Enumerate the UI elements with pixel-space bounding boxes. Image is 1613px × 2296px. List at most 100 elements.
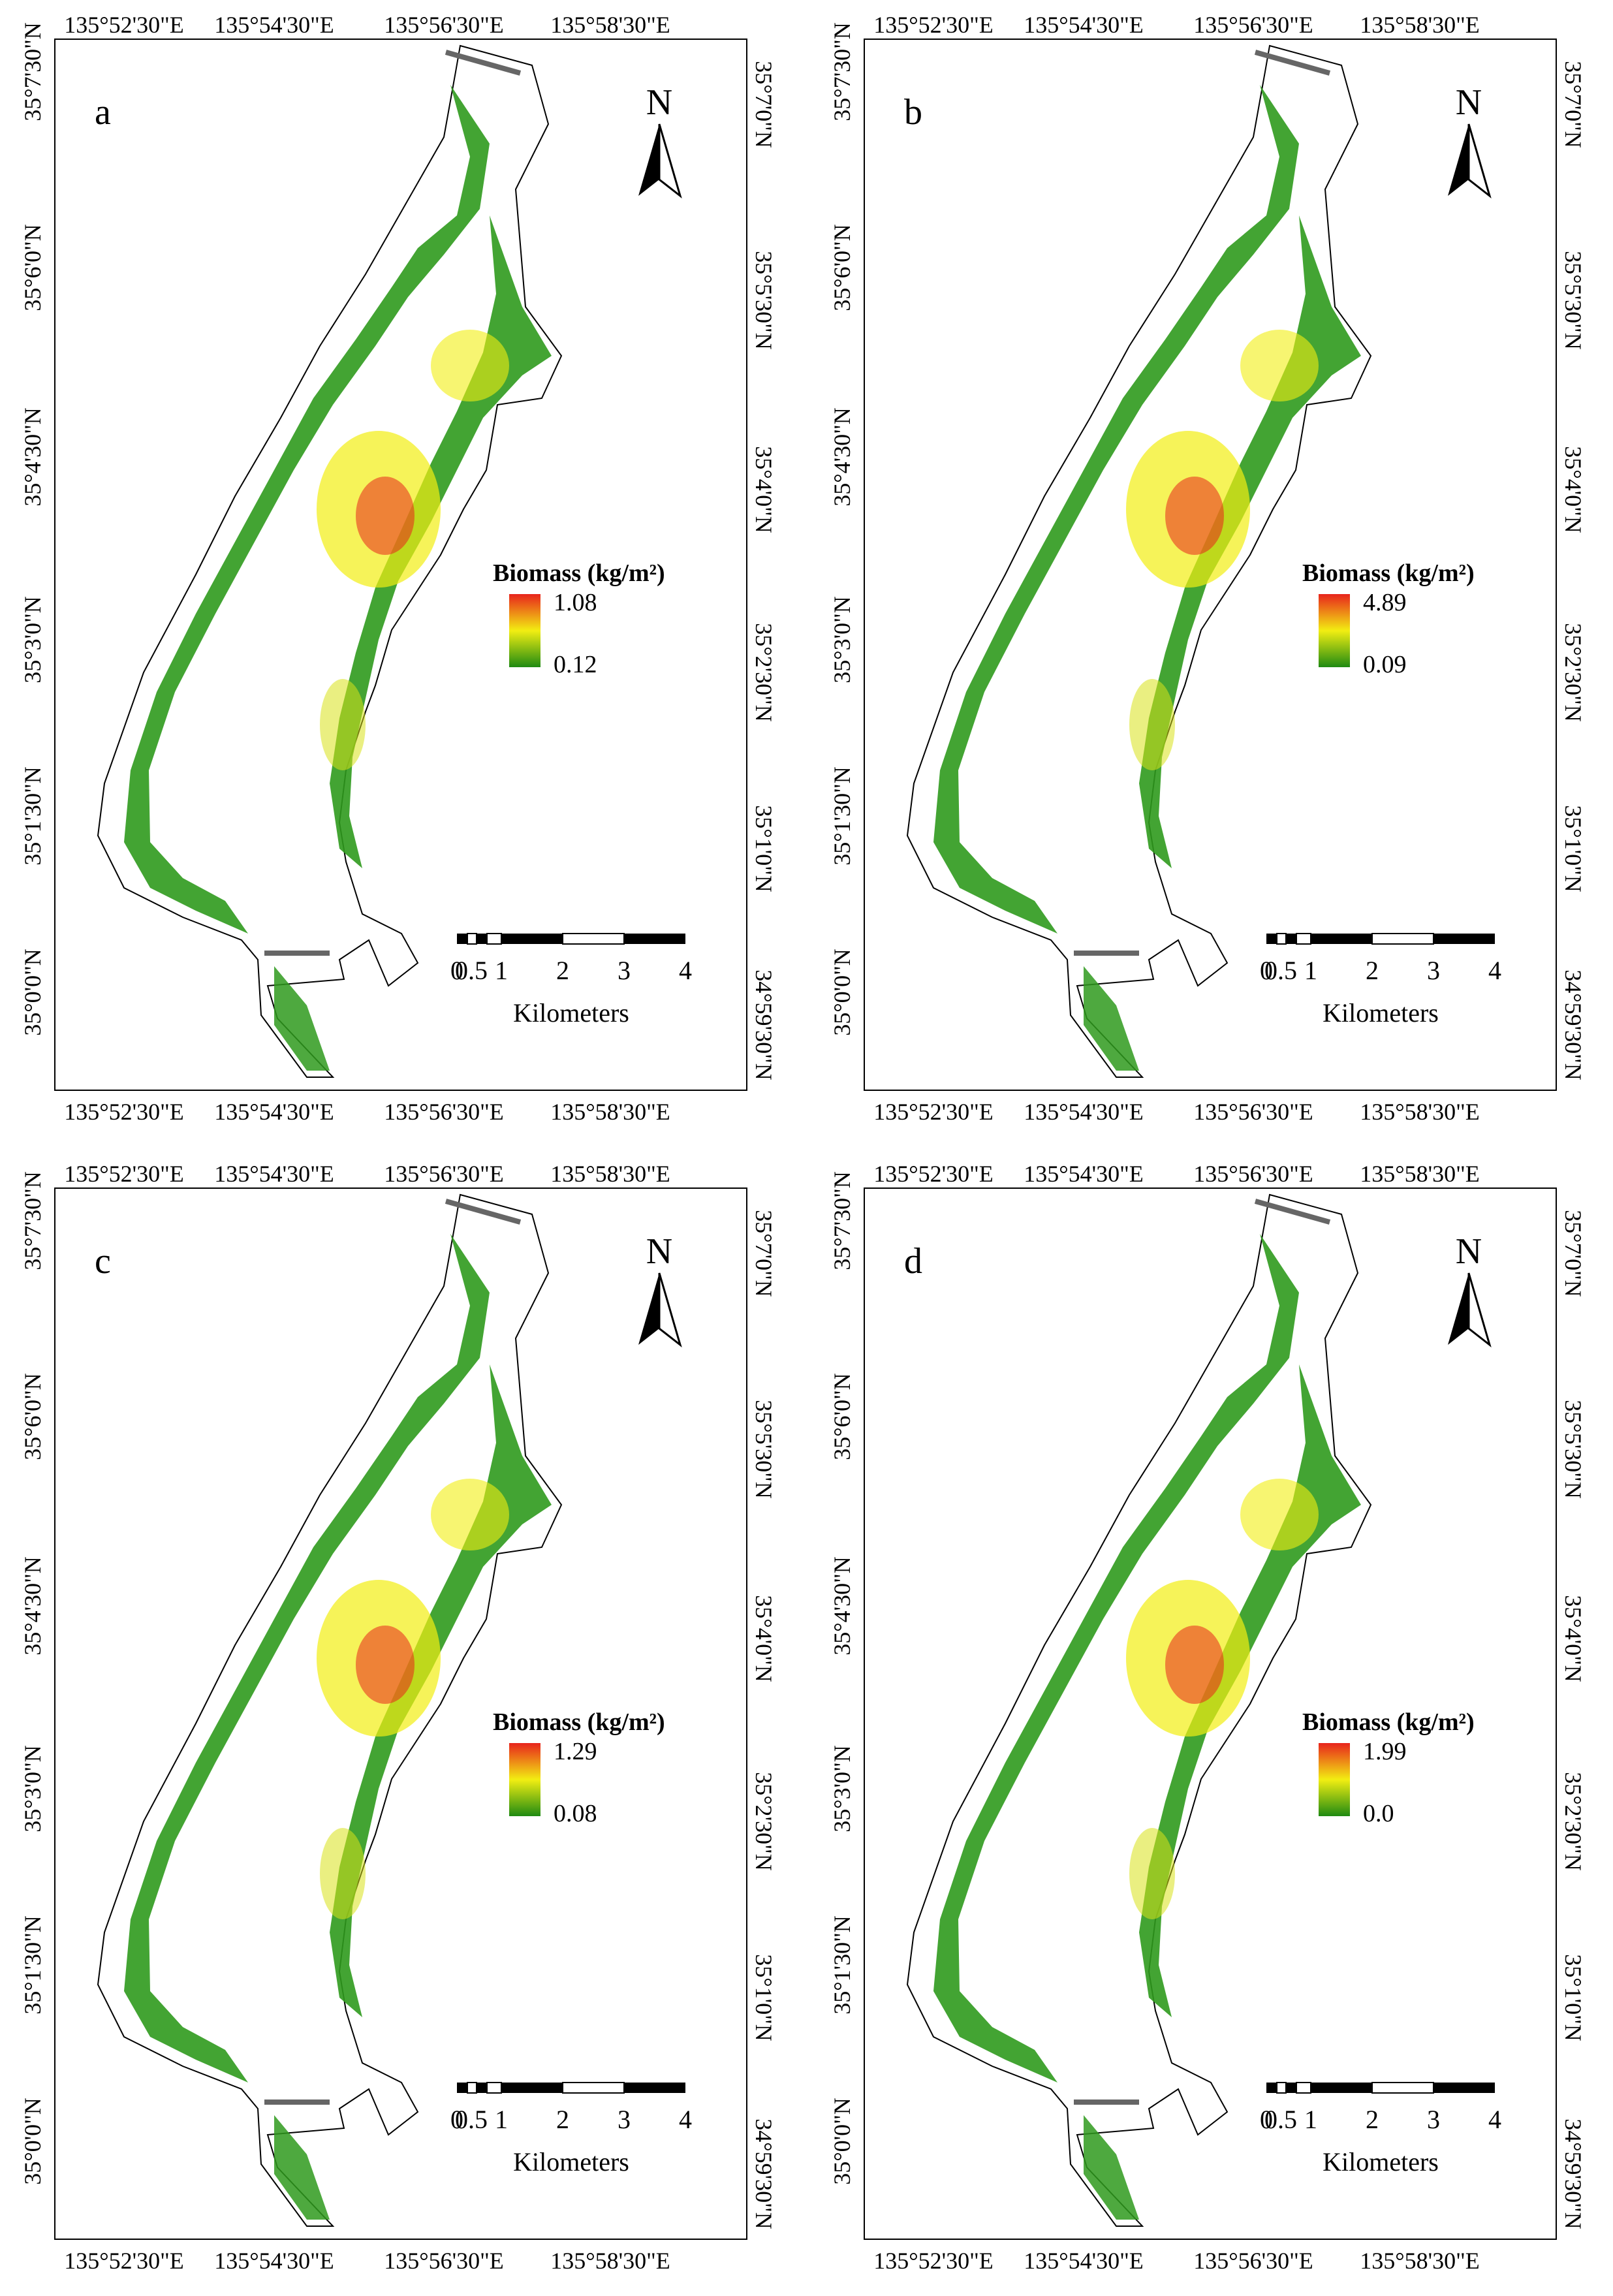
lon-tick-bottom: 135°56'30"E: [384, 2248, 504, 2274]
legend-min: 0.12: [554, 651, 597, 678]
scalebar-label: 3: [1427, 2105, 1440, 2134]
north-label: N: [646, 82, 672, 123]
lat-tick-right: 35°7'0"N: [751, 61, 777, 148]
lon-tick-bottom: 135°52'30"E: [873, 1099, 994, 1125]
lat-tick-left: 35°3'0"N: [20, 1745, 46, 1832]
scalebar-label: 3: [618, 956, 631, 985]
lat-tick-right: 34°59'30"N: [1560, 2118, 1586, 2229]
lat-tick-left: 35°1'30"N: [20, 766, 46, 866]
lat-tick-left: 35°3'0"N: [20, 596, 46, 684]
lon-tick-bottom: 135°58'30"E: [1360, 2248, 1480, 2274]
lon-tick-bottom: 135°56'30"E: [1193, 1099, 1313, 1125]
lat-tick-left: 35°6'0"N: [20, 224, 46, 311]
lon-tick-top: 135°56'30"E: [384, 12, 504, 38]
scalebar-label: 2: [556, 2105, 569, 2134]
north-label: N: [646, 1231, 672, 1272]
scalebar-label: 4: [679, 2105, 692, 2134]
lat-tick-right: 35°5'30"N: [1560, 251, 1586, 350]
north-label: N: [1456, 1231, 1482, 1272]
lat-tick-left: 35°0'0"N: [829, 2098, 855, 2185]
lat-tick-left: 35°1'30"N: [20, 1915, 46, 2015]
lon-tick-top: 135°56'30"E: [384, 1161, 504, 1187]
scalebar-label: 1: [495, 2105, 508, 2134]
lat-tick-right: 35°5'30"N: [751, 1400, 777, 1499]
lat-tick-right: 35°7'0"N: [751, 1210, 777, 1297]
panel-label: a: [95, 92, 111, 133]
scalebar-unit: Kilometers: [1323, 2147, 1439, 2177]
lon-tick-top: 135°54'30"E: [214, 12, 334, 38]
legend-min: 0.08: [554, 1800, 597, 1827]
legend-title: Biomass (kg/m²): [493, 559, 665, 587]
scalebar-label: 4: [1488, 2105, 1501, 2134]
legend-min: 0.0: [1363, 1800, 1394, 1827]
map-panel-c: c N Biomass (kg/m²)1.29 0.08 00.5 1 2 3 4 Kilomet…: [20, 1161, 777, 2274]
scalebar-label: 0: [1260, 956, 1273, 985]
scalebar-unit: Kilometers: [1323, 998, 1439, 1028]
scalebar-label: 0.5: [455, 956, 488, 985]
lat-tick-left: 35°4'30"N: [20, 407, 46, 507]
map-panel-a: a N Biomass (kg/m²)1.08 0.12 00.5 1 2 3 4 Kilomet…: [20, 12, 777, 1125]
lon-tick-top: 135°56'30"E: [1193, 12, 1313, 38]
lon-tick-top: 135°52'30"E: [64, 1161, 184, 1187]
lat-tick-right: 35°4'0"N: [1560, 1595, 1586, 1682]
scalebar-label: 0: [450, 956, 463, 985]
scalebar-label: 0.5: [1264, 956, 1297, 985]
lat-tick-right: 35°5'30"N: [1560, 1400, 1586, 1499]
lat-tick-right: 34°59'30"N: [751, 2118, 777, 2229]
lat-tick-right: 35°2'30"N: [1560, 1772, 1586, 1871]
lat-tick-right: 34°59'30"N: [1560, 969, 1586, 1080]
scalebar-unit: Kilometers: [513, 2147, 629, 2177]
lon-tick-bottom: 135°58'30"E: [550, 2248, 670, 2274]
lon-tick-bottom: 135°52'30"E: [64, 2248, 184, 2274]
lon-tick-top: 135°58'30"E: [1360, 1161, 1480, 1187]
lat-tick-left: 35°7'30"N: [829, 1171, 855, 1270]
lat-tick-right: 35°1'0"N: [1560, 805, 1586, 892]
lat-tick-right: 34°59'30"N: [751, 969, 777, 1080]
lat-tick-left: 35°7'30"N: [20, 22, 46, 121]
lon-tick-top: 135°58'30"E: [550, 12, 670, 38]
lon-tick-bottom: 135°54'30"E: [214, 1099, 334, 1125]
lon-tick-top: 135°52'30"E: [64, 12, 184, 38]
lon-tick-top: 135°52'30"E: [873, 12, 994, 38]
lon-tick-top: 135°54'30"E: [1024, 12, 1144, 38]
north-label: N: [1456, 82, 1482, 123]
lon-tick-top: 135°56'30"E: [1193, 1161, 1313, 1187]
lat-tick-right: 35°4'0"N: [751, 446, 777, 533]
lat-tick-right: 35°4'0"N: [1560, 446, 1586, 533]
scalebar-label: 3: [618, 2105, 631, 2134]
panel-label: b: [904, 92, 922, 133]
scalebar-label: 1: [1304, 956, 1317, 985]
scalebar-label: 1: [1304, 2105, 1317, 2134]
scalebar-label: 0.5: [455, 2105, 488, 2134]
scalebar-label: 0: [450, 2105, 463, 2134]
lon-tick-bottom: 135°54'30"E: [214, 2248, 334, 2274]
lat-tick-left: 35°4'30"N: [20, 1556, 46, 1656]
legend-max: 4.89: [1363, 589, 1407, 616]
scalebar-label: 2: [1366, 956, 1379, 985]
lat-tick-left: 35°0'0"N: [20, 949, 46, 1036]
lat-tick-left: 35°0'0"N: [829, 949, 855, 1036]
lat-tick-left: 35°1'30"N: [829, 766, 855, 866]
map-panel-d: d N Biomass (kg/m²)1.99 0.0 00.5 1 2 3 4 Kilomete…: [829, 1161, 1586, 2274]
lat-tick-right: 35°2'30"N: [751, 623, 777, 722]
legend-min: 0.09: [1363, 651, 1407, 678]
lat-tick-left: 35°6'0"N: [829, 224, 855, 311]
lon-tick-bottom: 135°58'30"E: [550, 1099, 670, 1125]
scalebar-label: 4: [1488, 956, 1501, 985]
lon-tick-bottom: 135°58'30"E: [1360, 1099, 1480, 1125]
map-panel-b: b N Biomass (kg/m²)4.89 0.09 00.5 1 2 3 4 Kilomet…: [829, 12, 1586, 1125]
lat-tick-left: 35°6'0"N: [20, 1373, 46, 1460]
scalebar-unit: Kilometers: [513, 998, 629, 1028]
lat-tick-left: 35°4'30"N: [829, 407, 855, 507]
lat-tick-right: 35°1'0"N: [1560, 1954, 1586, 2041]
lat-tick-right: 35°1'0"N: [751, 805, 777, 892]
lat-tick-left: 35°4'30"N: [829, 1556, 855, 1656]
lon-tick-bottom: 135°54'30"E: [1024, 2248, 1144, 2274]
lat-tick-left: 35°3'0"N: [829, 596, 855, 684]
lon-tick-top: 135°54'30"E: [214, 1161, 334, 1187]
scalebar-label: 4: [679, 956, 692, 985]
lon-tick-bottom: 135°54'30"E: [1024, 1099, 1144, 1125]
lat-tick-left: 35°7'30"N: [829, 22, 855, 121]
panel-label: c: [95, 1241, 111, 1282]
